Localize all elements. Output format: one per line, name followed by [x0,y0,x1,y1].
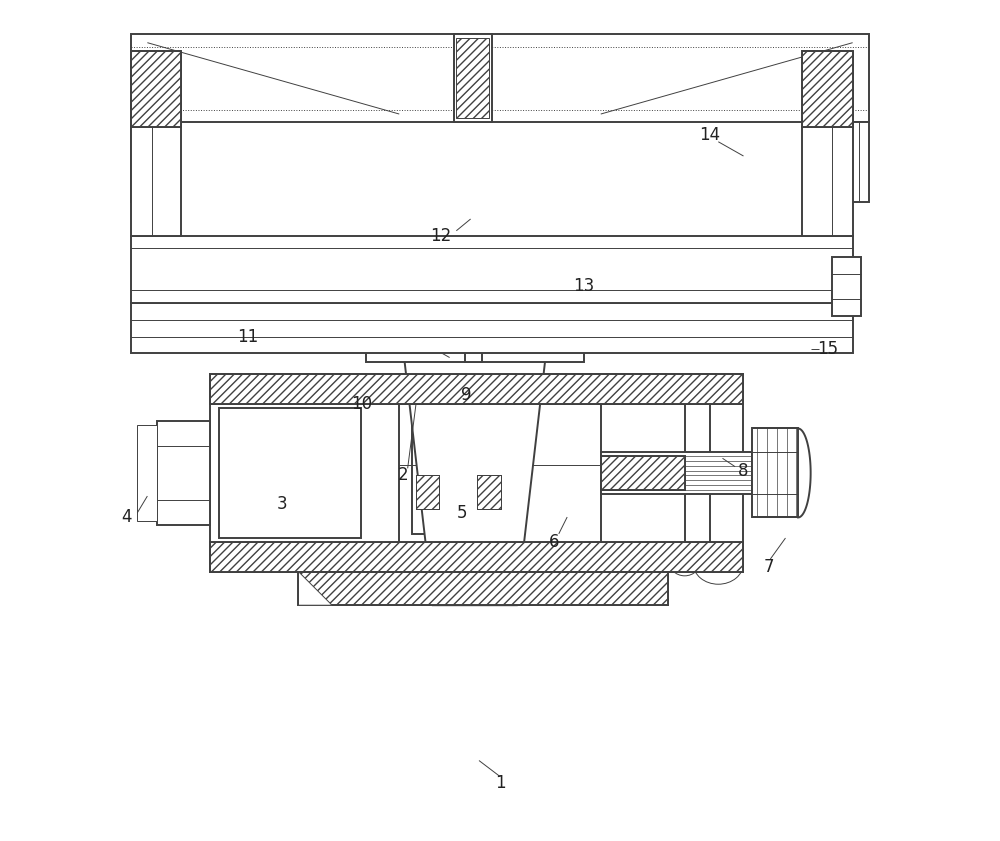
Bar [131,51,181,127]
Polygon shape [399,315,550,606]
Bar [477,475,501,509]
Bar [210,374,743,404]
Text: 14: 14 [699,126,720,144]
Bar [416,475,439,509]
Text: 6: 6 [549,533,560,551]
Text: 5: 5 [457,504,467,522]
Bar [131,235,853,303]
Text: 3: 3 [276,495,287,514]
Bar [131,123,152,202]
Bar [685,374,710,572]
Bar [131,303,853,353]
Bar [137,425,157,521]
Bar [157,420,210,526]
Bar [416,475,439,509]
Bar [802,127,853,235]
Text: 10: 10 [351,394,372,413]
Bar [454,34,492,123]
Bar [477,475,501,509]
Polygon shape [298,572,332,606]
Text: 7: 7 [763,558,774,576]
Text: 8: 8 [738,462,749,480]
Bar [210,374,743,404]
Bar [473,412,505,534]
Bar [210,542,743,572]
Text: 1: 1 [495,775,505,792]
Bar [219,408,361,538]
Bar [601,456,685,489]
Bar [366,315,584,362]
Bar [601,456,685,489]
Bar [848,123,869,202]
Bar [131,127,181,235]
Text: 9: 9 [461,386,472,405]
Bar [832,257,861,315]
Bar [298,572,668,606]
Text: 2: 2 [398,466,409,484]
Text: 11: 11 [237,327,259,346]
Bar [465,336,482,362]
Bar [412,412,443,534]
Text: 12: 12 [431,227,452,245]
Bar [131,51,181,127]
Text: 4: 4 [121,508,132,526]
Bar [131,34,869,123]
Bar [452,315,494,336]
Bar [601,452,752,494]
Bar [802,51,853,127]
Bar [456,39,489,119]
Bar [210,374,743,572]
Bar [752,428,798,517]
Bar [298,572,668,606]
Bar [210,542,743,572]
Text: 13: 13 [573,278,595,295]
Bar [802,51,853,127]
Text: 15: 15 [817,340,838,358]
